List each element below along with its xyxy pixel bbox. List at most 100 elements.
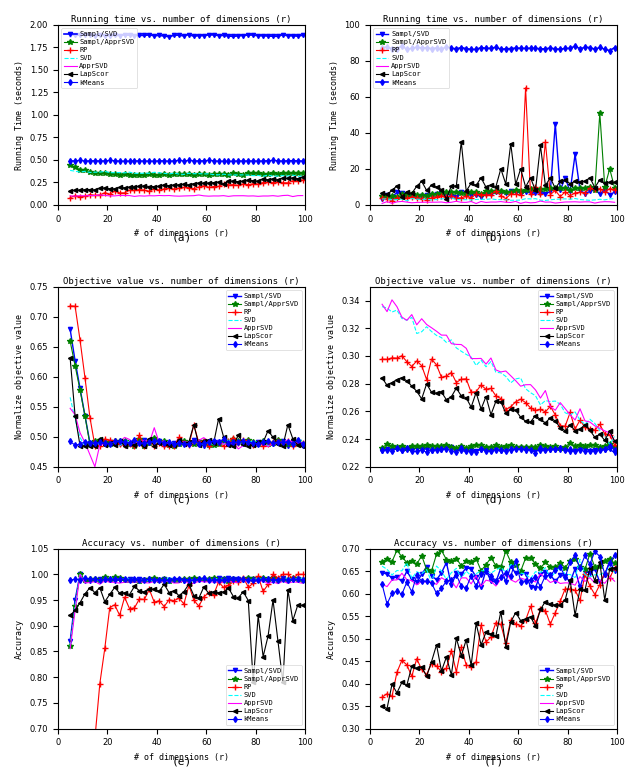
X-axis label: # of dimensions (r): # of dimensions (r) (134, 491, 229, 500)
SVD (611, 432, 618, 441)
ApprSVD (581, 416, 589, 426)
ApprSVD (259, 191, 267, 201)
ApprSVD (250, 441, 257, 451)
LapScor (572, 426, 579, 435)
SVD (393, 305, 401, 315)
Sampl/SVD (447, 581, 455, 590)
kMeans (190, 576, 198, 585)
SVD (111, 168, 118, 177)
Sampl/SVD (121, 30, 129, 40)
Sampl/ApprSVD (378, 443, 386, 452)
LapScor (522, 182, 529, 191)
Legend: Sampl/SVD, Sampl/ApprSVD, RP, SVD, ApprSVD, LapScor, kMeans: Sampl/SVD, Sampl/ApprSVD, RP, SVD, ApprS… (61, 28, 138, 88)
kMeans (541, 571, 549, 580)
ApprSVD (294, 438, 301, 448)
RP (547, 401, 554, 411)
LapScor (81, 441, 89, 451)
Sampl/ApprSVD (591, 562, 598, 572)
SVD (458, 573, 465, 583)
kMeans (556, 444, 564, 453)
ApprSVD (388, 198, 396, 208)
Sampl/SVD (234, 31, 242, 41)
RP (259, 441, 267, 451)
Line: SVD: SVD (382, 559, 614, 582)
ApprSVD (210, 438, 218, 448)
ApprSVD (254, 577, 262, 587)
Sampl/ApprSVD (91, 169, 99, 178)
LapScor (591, 183, 598, 192)
SVD (458, 195, 465, 205)
LapScor (516, 164, 524, 173)
SVD (106, 573, 113, 583)
Sampl/SVD (264, 439, 272, 448)
LapScor (299, 601, 307, 610)
Sampl/ApprSVD (467, 187, 475, 196)
LapScor (86, 583, 94, 592)
LapScor (259, 437, 267, 447)
Sampl/ApprSVD (472, 440, 480, 449)
kMeans (601, 569, 609, 579)
RP (294, 176, 301, 185)
RP (581, 423, 589, 432)
kMeans (101, 438, 109, 448)
ApprSVD (67, 191, 74, 201)
SVD (239, 170, 247, 180)
Sampl/SVD (111, 576, 118, 586)
Line: SVD: SVD (70, 170, 303, 177)
Line: LapScor: LapScor (68, 582, 305, 684)
Sampl/ApprSVD (561, 442, 569, 451)
Sampl/SVD (388, 445, 396, 455)
RP (532, 619, 540, 628)
SVD (215, 170, 223, 180)
RP (200, 592, 207, 601)
Sampl/SVD (561, 445, 569, 455)
Sampl/SVD (205, 576, 212, 585)
RP (141, 441, 148, 451)
kMeans (477, 43, 485, 52)
kMeans (244, 156, 252, 166)
kMeans (408, 447, 415, 456)
SVD (443, 338, 451, 348)
kMeans (141, 438, 148, 448)
Sampl/SVD (299, 30, 307, 40)
SVD (269, 172, 277, 181)
Sampl/ApprSVD (447, 187, 455, 197)
Sampl/SVD (378, 194, 386, 204)
kMeans (398, 590, 406, 599)
LapScor (284, 585, 292, 594)
ApprSVD (413, 320, 420, 330)
ApprSVD (239, 191, 247, 201)
ApprSVD (487, 353, 495, 362)
Sampl/ApprSVD (388, 442, 396, 451)
SVD (591, 195, 598, 205)
kMeans (76, 155, 84, 165)
RP (477, 380, 485, 390)
kMeans (230, 156, 237, 166)
RP (443, 664, 451, 673)
Sampl/ApprSVD (606, 164, 614, 173)
SVD (244, 437, 252, 446)
Sampl/SVD (170, 576, 178, 585)
Sampl/SVD (81, 411, 89, 420)
Sampl/SVD (67, 637, 74, 646)
ApprSVD (145, 191, 153, 201)
RP (388, 353, 396, 362)
ApprSVD (576, 404, 584, 413)
X-axis label: # of dimensions (r): # of dimensions (r) (446, 491, 541, 500)
kMeans (131, 156, 138, 166)
Sampl/ApprSVD (388, 557, 396, 566)
kMeans (388, 447, 396, 456)
kMeans (438, 45, 445, 54)
SVD (190, 169, 198, 178)
LapScor (161, 180, 168, 190)
kMeans (96, 156, 104, 166)
kMeans (210, 576, 218, 585)
RP (423, 670, 431, 679)
SVD (572, 407, 579, 416)
RP (136, 430, 143, 440)
Sampl/ApprSVD (284, 169, 292, 178)
RP (606, 184, 614, 193)
SVD (101, 441, 109, 451)
SVD (299, 574, 307, 583)
ApprSVD (67, 404, 74, 413)
